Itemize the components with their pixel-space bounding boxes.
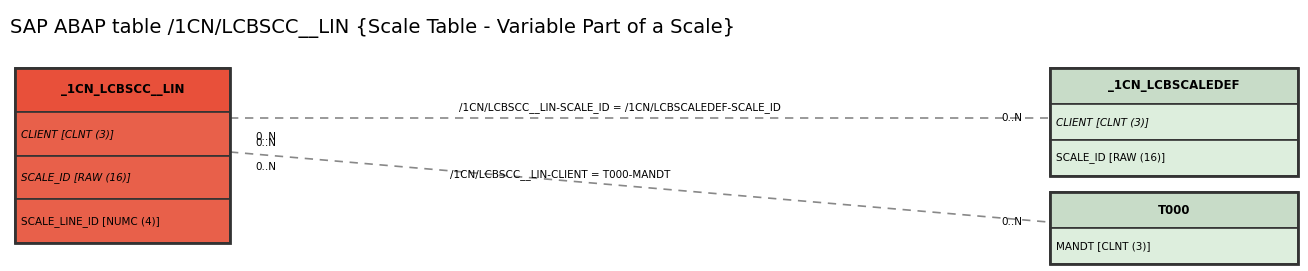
Text: _1CN_LCBSCC__LIN: _1CN_LCBSCC__LIN [60,83,184,96]
Bar [14,156,230,199]
Text: /1CN/LCBSCC__LIN-CLIENT = T000-MANDT: /1CN/LCBSCC__LIN-CLIENT = T000-MANDT [450,170,670,180]
Bar [1050,104,1298,140]
Text: 0..N: 0..N [1001,217,1022,227]
Bar [14,112,230,156]
Text: MANDT [CLNT (3)]: MANDT [CLNT (3)] [1056,241,1151,251]
Bar [1050,140,1298,176]
Text: 0..N: 0..N [1001,113,1022,123]
Bar [14,68,230,112]
Bar [14,199,230,243]
Text: 0..N: 0..N [255,162,276,172]
Bar [1050,192,1298,228]
Bar [14,68,230,243]
Text: 0..N: 0..N [255,138,276,148]
Text: /1CN/LCBSCC__LIN-SCALE_ID = /1CN/LCBSCALEDEF-SCALE_ID: /1CN/LCBSCC__LIN-SCALE_ID = /1CN/LCBSCAL… [459,102,781,114]
Text: CLIENT [CLNT (3)]: CLIENT [CLNT (3)] [1056,117,1148,127]
Text: _1CN_LCBSCALEDEF: _1CN_LCBSCALEDEF [1108,79,1240,92]
Bar [1050,68,1298,104]
Text: SAP ABAP table /1CN/LCBSCC__LIN {Scale Table - Variable Part of a Scale}: SAP ABAP table /1CN/LCBSCC__LIN {Scale T… [10,18,735,38]
Bar [1050,192,1298,264]
Text: SCALE_ID [RAW (16)]: SCALE_ID [RAW (16)] [21,172,131,183]
Bar [1050,68,1298,176]
Bar [1050,228,1298,264]
Text: T000: T000 [1158,204,1190,217]
Text: SCALE_LINE_ID [NUMC (4)]: SCALE_LINE_ID [NUMC (4)] [21,216,160,227]
Text: SCALE_ID [RAW (16)]: SCALE_ID [RAW (16)] [1056,153,1165,163]
Text: CLIENT [CLNT (3)]: CLIENT [CLNT (3)] [21,129,114,139]
Text: 0..N: 0..N [255,132,276,142]
